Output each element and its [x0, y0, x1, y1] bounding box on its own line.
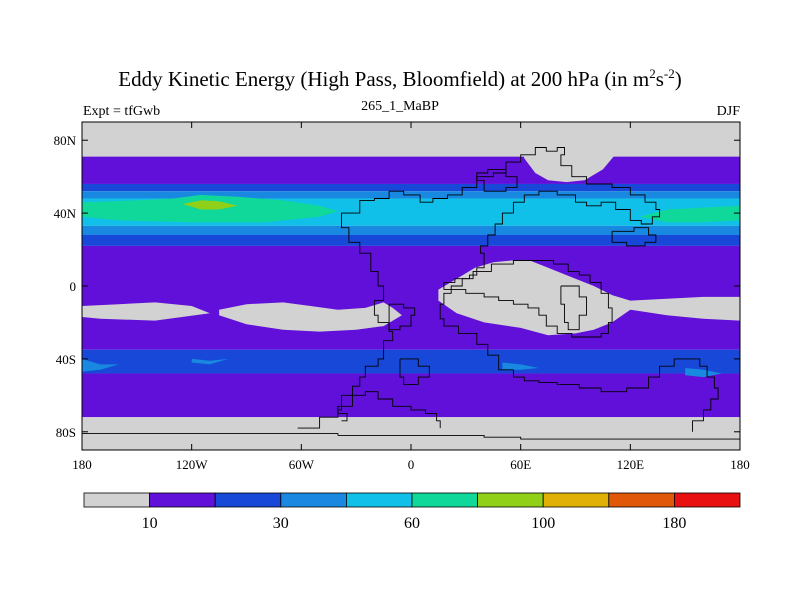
continent-outline-4 [443, 260, 613, 338]
contour-region-4 [191, 358, 229, 365]
continent-outline-8 [399, 358, 430, 385]
colorbar-label: 100 [531, 515, 555, 532]
continent-outline-3 [82, 433, 339, 436]
y-tick-label: 40S [56, 352, 76, 367]
contour-region-7 [82, 302, 210, 321]
zonal-band-2 [82, 183, 740, 192]
continent-outline-7 [611, 227, 657, 247]
x-tick-label: 60E [510, 457, 531, 472]
contour-region-8 [219, 302, 402, 332]
contour-region-6 [685, 368, 722, 378]
zonal-band-6 [82, 234, 740, 246]
colorbar-swatch-0 [83, 492, 150, 508]
colorbar-swatch-6 [477, 492, 544, 508]
contour-region-10 [517, 122, 631, 183]
x-tick-label: 180 [72, 457, 92, 472]
colorbar-swatch-1 [149, 492, 216, 508]
contour-region-1 [182, 200, 238, 210]
chart-title-sup1: 2 [649, 66, 656, 81]
experiment-label: Expt = tfGwb [83, 104, 161, 119]
colorbar-swatch-5 [411, 492, 478, 508]
y-tick-label: 80N [54, 133, 77, 148]
zonal-band-1 [82, 156, 740, 184]
zonal-band-8 [82, 349, 740, 374]
colorbar-label: 60 [404, 515, 420, 532]
chart-title: Eddy Kinetic Energy (High Pass, Bloomfie… [0, 66, 800, 92]
chart-title-mid: s [655, 67, 664, 91]
y-tick-label: 40N [54, 206, 77, 221]
contour-region-2 [639, 205, 740, 223]
x-tick-label: 120E [617, 457, 645, 472]
continent-outline-6 [388, 303, 416, 331]
chart-subtitle: 265_1_MaBP [361, 99, 439, 114]
contour-region-9 [438, 260, 740, 336]
continent-outline-1 [297, 391, 441, 429]
colorbar-swatch-3 [280, 492, 347, 508]
chart-title-main: Eddy Kinetic Energy (High Pass, Bloomfie… [118, 67, 650, 91]
continent-outline-0 [337, 147, 719, 432]
colorbar-label: 180 [662, 515, 686, 532]
colorbar-swatch-9 [674, 492, 741, 508]
contour-region-3 [82, 358, 119, 372]
colorbar-swatch-8 [608, 492, 675, 508]
y-tick-label: 0 [70, 279, 77, 294]
colorbar-swatch-4 [345, 492, 413, 508]
y-tick-label: 80S [56, 425, 76, 440]
x-tick-label: 0 [408, 457, 415, 472]
colorbar-swatch-7 [542, 492, 610, 508]
continent-outline-2 [337, 434, 740, 440]
season-label: DJF [716, 104, 740, 119]
x-tick-label: 180 [730, 457, 750, 472]
contour-region-5 [502, 362, 539, 370]
colorbar-label: 30 [273, 515, 289, 532]
colorbar-swatch-2 [214, 492, 282, 508]
continent-outline-9 [476, 168, 518, 192]
colorbar-label: 10 [142, 515, 158, 532]
chart-title-end: ) [674, 67, 682, 91]
zonal-band-7 [82, 245, 740, 350]
zonal-band-9 [82, 373, 740, 418]
chart-title-sup2: -2 [663, 66, 675, 81]
zonal-band-5 [82, 225, 740, 235]
continent-outline-5 [560, 285, 587, 331]
x-tick-label: 120W [176, 457, 209, 472]
x-tick-label: 60W [289, 457, 315, 472]
